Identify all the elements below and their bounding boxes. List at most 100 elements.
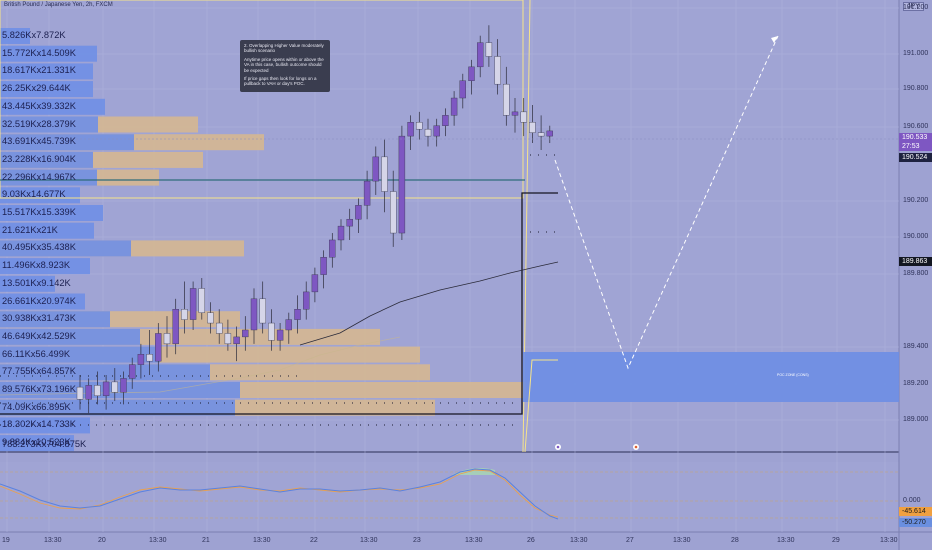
osc-line-orange [0, 469, 559, 518]
price-tag: 190.524 [899, 153, 932, 162]
vp-bar-buy [0, 293, 85, 310]
osc-tick-label: 0.000 [903, 497, 921, 504]
candle-body [477, 42, 484, 68]
candle-body [442, 115, 449, 126]
volume-level-label: 43.691Kx45.739K [2, 136, 76, 147]
candle-body [163, 333, 171, 345]
symbol-title[interactable]: British Pound / Japanese Yen, 2h, FXCM [4, 2, 113, 8]
time-tick-label: 29 [832, 537, 840, 544]
candle-body [546, 130, 553, 137]
candle-body [215, 322, 223, 334]
moving-average [299, 261, 559, 346]
vp-bar-buy [0, 134, 134, 151]
volume-level-label: 21.621Kx21K [2, 224, 58, 235]
volume-profile [0, 28, 526, 452]
candle-body [146, 354, 153, 362]
volume-level-label: 89.576Kx73.196K [2, 384, 76, 394]
volume-level-label: 77.755Kx64.857K [2, 366, 76, 377]
volume-level-label: 15.517Kx15.339K [2, 207, 76, 217]
annotation-p2: Anytime price opens within or above the … [244, 56, 324, 73]
candle-body [76, 386, 84, 400]
candle-body [311, 274, 319, 293]
vp-bar-buy [0, 399, 235, 416]
candle-body [503, 83, 510, 116]
time-tick-label: 13:30 [465, 537, 483, 544]
volume-level-label: 18.302Kx14.733K [2, 419, 76, 430]
candle-body [407, 122, 414, 137]
vp-bar-buy [0, 328, 140, 345]
candle-body [250, 298, 258, 331]
vp-bar-buy [0, 63, 93, 80]
candle-body [224, 333, 232, 345]
price-tick-label: 190.600 [903, 123, 929, 130]
candle-body [433, 125, 440, 137]
candle-body [111, 381, 119, 393]
time-tick-label: 13:30 [570, 537, 588, 544]
time-tick-label: 13:30 [673, 537, 691, 544]
price-tick-label: 190.200 [903, 197, 929, 204]
time-tick-label: 13:30 [880, 537, 898, 544]
yellow-step [524, 359, 558, 453]
vp-bar-buy [0, 45, 97, 62]
candle-body [398, 135, 406, 234]
volume-level-label: 18.617Kx21.331K [2, 65, 76, 76]
time-tick-label: 13:30 [149, 537, 167, 544]
volume-level-label: 13.501Kx9.142K [2, 277, 71, 288]
currency-label[interactable]: JPY [903, 2, 924, 11]
candle-body [189, 288, 197, 320]
volume-level-label: 32.519Kx28.379K [2, 118, 76, 129]
candle-body [337, 225, 345, 241]
time-tick-label: 13:30 [777, 537, 795, 544]
event-marker-2-dot [634, 445, 638, 449]
volume-level-label: 9.884Kx10.523K [2, 437, 71, 448]
candle-body [268, 322, 275, 341]
time-tick-label: 27 [626, 537, 634, 544]
candle-body [355, 205, 362, 220]
volume-level-label: 26.661Kx20.974K [2, 295, 76, 306]
volume-level-label: 15.772Kx14.509K [2, 47, 76, 58]
candle-body [155, 333, 162, 362]
candle-body [198, 288, 206, 313]
candle-body [294, 309, 301, 320]
time-tick-label: 19 [2, 537, 10, 544]
candle-body [137, 354, 145, 365]
candle-body [390, 191, 397, 234]
price-tick-label: 189.400 [903, 343, 929, 350]
vp-bar-buy [0, 169, 97, 186]
candle-body [363, 180, 371, 206]
volume-level-label: 11.496Kx8.923K [2, 260, 71, 271]
volume-level-label: 9.03Kx14.677K [2, 189, 66, 200]
candle-body [102, 381, 110, 396]
candle-body [450, 97, 458, 116]
osc-line-blue [0, 468, 559, 520]
vp-bar-buy [0, 258, 90, 275]
vp-bar-buy [0, 417, 90, 434]
time-tick-label: 26 [527, 537, 535, 544]
candle-body [128, 364, 136, 379]
price-tick-label: 191.000 [903, 50, 929, 57]
time-tick-label: 21 [202, 537, 210, 544]
vp-bar-buy [0, 222, 94, 239]
price-tag: 27:53 [899, 142, 932, 151]
poc-zone [523, 352, 899, 402]
time-tick-label: 13:30 [253, 537, 271, 544]
volume-level-label: 43.445Kx39.332K [2, 100, 76, 111]
candle-body [468, 66, 475, 81]
event-marker-1-dot [556, 445, 560, 449]
price-tick-label: 189.800 [903, 270, 929, 277]
volume-level-label: 22.296Kx14.967K [2, 171, 76, 182]
osc-tag: -50.270 [899, 518, 932, 527]
vp-bar-buy [0, 187, 80, 204]
annotation-note[interactable]: 2. Overlapping Higher Value moderately b… [240, 40, 330, 92]
vp-bar-buy [0, 205, 103, 221]
poc-zone-label: POC ZONE (CONS) [777, 373, 809, 377]
time-tick-label: 13:30 [360, 537, 378, 544]
vp-bar-buy [0, 346, 160, 363]
price-tag: 189.863 [899, 257, 932, 266]
price-tick-label: 189.000 [903, 416, 929, 423]
candle-body [372, 156, 379, 182]
candle-body [285, 319, 292, 331]
candle-body [320, 257, 327, 275]
black-step-line [0, 192, 558, 415]
